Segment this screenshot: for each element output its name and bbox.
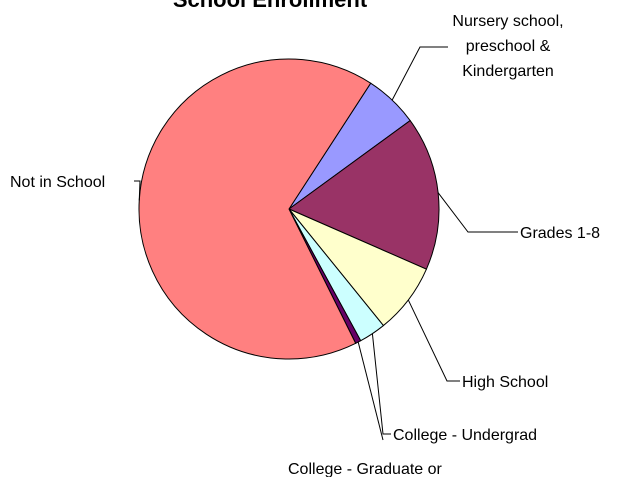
pie-slices: [138, 58, 440, 360]
leader-line-grades-1-8: [437, 192, 518, 233]
leader-line-not-in-school: [134, 180, 141, 201]
slice-label-grades-1-8: Grades 1-8: [520, 225, 600, 242]
slice-labels: Nursery school, preschool & Kindergarten Gr…: [10, 13, 600, 477]
chart-title: School Enrollment: [173, 0, 368, 12]
leader-line-college-undergrad: [371, 333, 391, 435]
slice-label-nursery-school-preschool-kindergarten-line-1: Nursery school,: [452, 13, 563, 30]
leader-lines: [134, 46, 518, 441]
pie-slice-grades-1-8: [288, 119, 440, 270]
slice-label-nursery-school-preschool-kindergarten-line-3: Kindergarten: [462, 63, 554, 80]
leader-line-high-school: [407, 299, 460, 382]
leader-line-nursery-school-preschool-kindergarten: [391, 46, 448, 101]
leader-line-college-graduate-or: [357, 341, 384, 441]
slice-label-college-undergrad: College - Undergrad: [393, 427, 537, 444]
slice-label-college-graduate-or: College - Graduate or: [288, 461, 443, 477]
slice-label-nursery-school-preschool-kindergarten-line-2: preschool &: [466, 38, 551, 55]
slice-label-high-school: High School: [462, 374, 548, 391]
slice-label-not-in-school: Not in School: [10, 174, 105, 191]
